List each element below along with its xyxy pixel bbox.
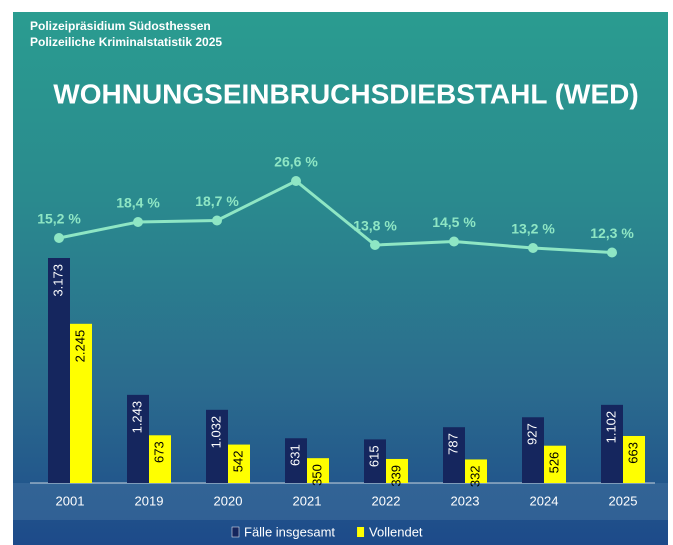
x-tick-label: 2023 — [451, 493, 480, 508]
rate-point — [370, 240, 380, 250]
org: Polizeipräsidium Südosthessen — [30, 19, 211, 33]
bar — [127, 394, 149, 483]
rate-label: 14,5 % — [432, 214, 476, 230]
x-tick-label: 2020 — [214, 493, 243, 508]
x-tick-label: 2025 — [609, 493, 638, 508]
bar — [465, 459, 487, 483]
rate-point — [54, 233, 64, 243]
bar — [364, 439, 386, 483]
legend-label: Vollendet — [369, 524, 423, 539]
bar — [149, 435, 171, 483]
bar-value-label: 1.243 — [129, 401, 144, 434]
bar-value-label: 350 — [309, 464, 324, 486]
bar-value-label: 339 — [388, 465, 403, 487]
bar — [443, 427, 465, 483]
bar-value-label: 787 — [445, 433, 460, 455]
bar — [48, 258, 70, 483]
x-tick-label: 2021 — [293, 493, 322, 508]
bar — [601, 404, 623, 483]
rate-label: 13,8 % — [353, 218, 397, 234]
x-tick-label: 2024 — [530, 493, 559, 508]
legend-swatch — [357, 527, 365, 537]
bar-value-label: 663 — [625, 442, 640, 464]
rate-point — [449, 236, 459, 247]
rate-point — [212, 215, 222, 226]
rate-point — [528, 243, 538, 253]
bar — [70, 323, 92, 483]
rate-point — [133, 217, 143, 227]
rate-label: 13,2 % — [511, 221, 555, 237]
bar — [228, 444, 250, 483]
subtitle: Polizeiliche Kriminalstatistik 2025 — [30, 35, 222, 49]
bar-value-label: 1.032 — [208, 416, 223, 449]
rate-line — [58, 179, 613, 254]
bar-value-label: 1.102 — [603, 411, 618, 444]
axis-band — [13, 483, 668, 520]
rate-label: 18,4 % — [116, 195, 160, 211]
x-tick-label: 2019 — [135, 493, 164, 508]
rate-label: 26,6 % — [274, 154, 318, 170]
bar — [307, 458, 329, 483]
bar-value-label: 631 — [287, 444, 302, 466]
chart-title: WOHNUNGSEINBRUCHSDIEBSTAHL (WED) — [53, 78, 638, 109]
legend-swatch — [231, 526, 240, 538]
rate-label: 18,7 % — [195, 193, 239, 209]
bar-value-label: 615 — [366, 445, 381, 467]
rate-point — [607, 247, 617, 258]
bar-value-label: 526 — [546, 452, 561, 474]
bar-value-label: 927 — [524, 423, 539, 445]
legend-label: Fälle insgesamt — [244, 524, 335, 539]
bar — [623, 435, 645, 483]
bar-value-label: 2.245 — [72, 330, 87, 363]
bar-value-label: 673 — [151, 441, 166, 463]
bar-value-label: 542 — [230, 451, 245, 473]
bar — [386, 458, 408, 483]
rate-point — [291, 176, 301, 186]
bar — [285, 438, 307, 483]
bar-value-label: 332 — [467, 465, 482, 487]
bar — [206, 409, 228, 483]
bar — [544, 445, 566, 483]
bar-value-label: 3.173 — [50, 264, 65, 297]
bar — [522, 417, 544, 483]
x-tick-label: 2022 — [372, 493, 401, 508]
rate-label: 15,2 % — [37, 211, 81, 227]
x-tick-label: 2001 — [56, 493, 85, 508]
rate-label: 12,3 % — [590, 225, 634, 241]
